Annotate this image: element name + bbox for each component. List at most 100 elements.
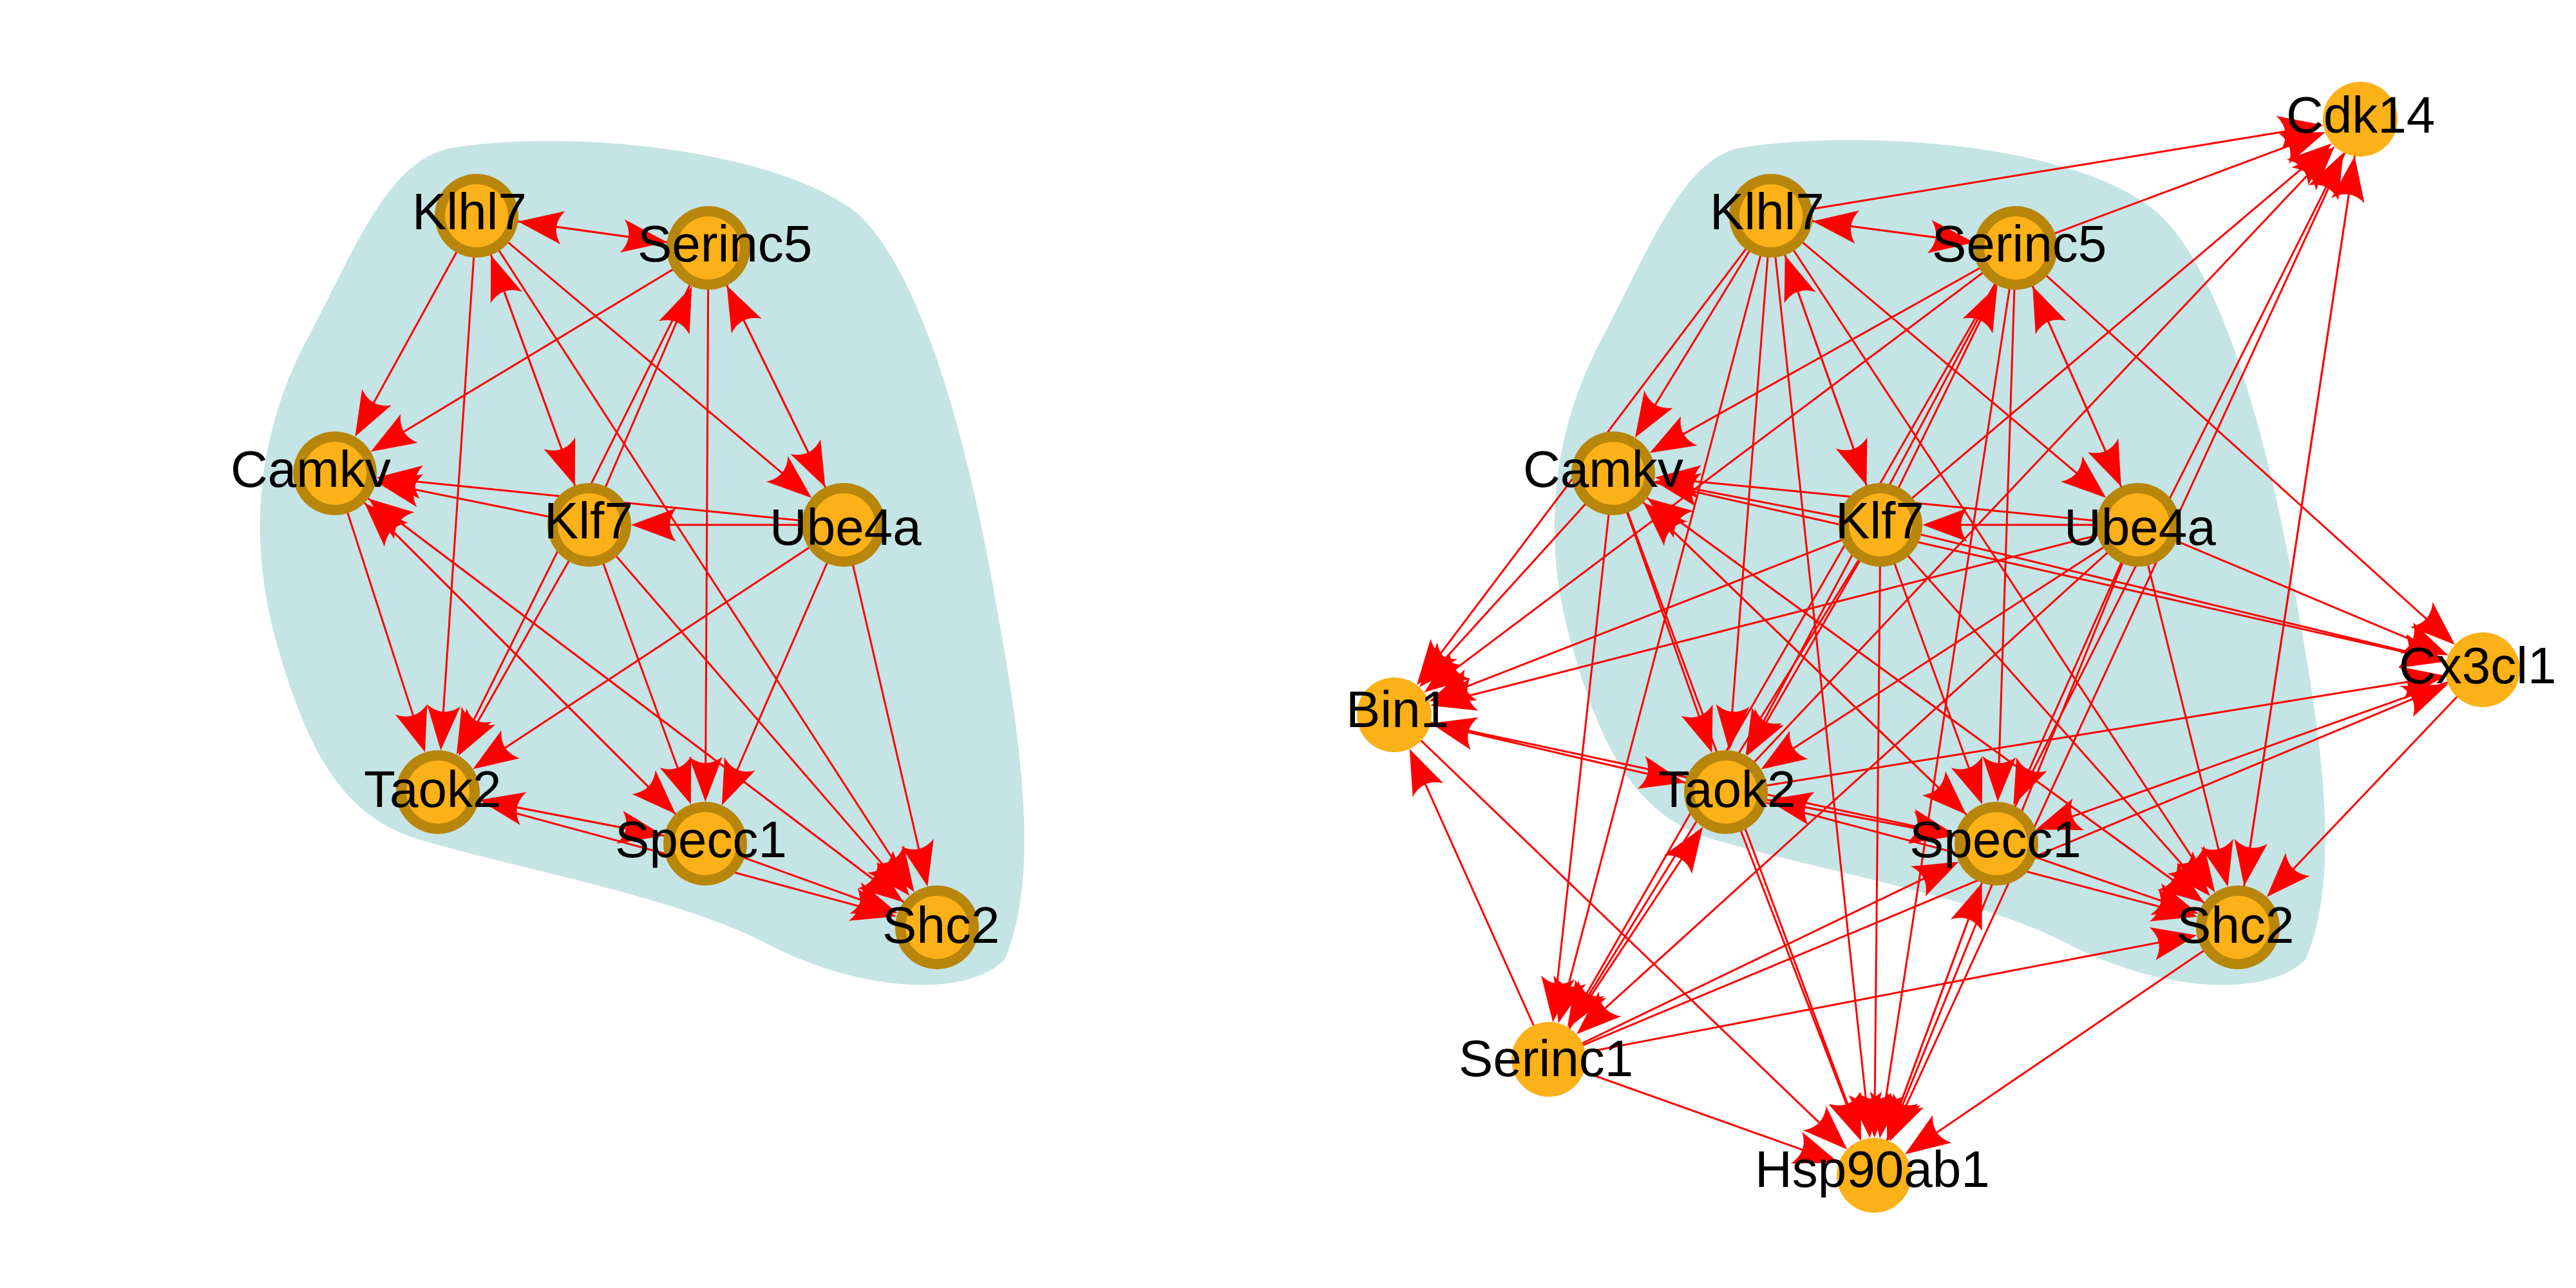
arrowhead-Cdk14-to-Shc2	[2234, 838, 2268, 886]
arrowhead-Shc2-to-Camkv	[368, 498, 415, 540]
node-label-shc2: Shc2	[882, 896, 999, 954]
right-network-panel: Klhl7 Serinc5 Camkv Klf7 Ube4a Taok2 Specc1 Shc…	[1346, 82, 2557, 1213]
node-label-bin1: Bin1	[1346, 681, 1449, 738]
edge-Klf7-to-Shc2	[588, 524, 894, 877]
edge-Serinc1-to-Bin1	[1419, 772, 1550, 1060]
edge-Klhl7-to-Cdk14	[1770, 128, 2298, 217]
node-label-klf7: Klf7	[544, 492, 633, 549]
node-label-camkv: Camkv	[231, 440, 391, 498]
node-taok2	[396, 750, 480, 834]
arrowhead-Ube4a-to-Serinc1	[1576, 991, 1622, 1035]
edge-Ube4a-to-Taok2	[1782, 524, 2139, 757]
arrowhead-Klhl7-to-Serinc5	[1927, 220, 1975, 254]
left-network-panel: Klhl7 Serinc5 Camkv Klf7 Ube4a Taok2 Specc1 Shc…	[231, 140, 1025, 985]
node-klf7	[547, 483, 631, 567]
arrowhead-Camkv-to-Bin1	[1419, 642, 1463, 688]
arrowhead-Klf7-to-Klhl7	[1784, 255, 1816, 303]
node-label-cx3cl1: Cx3cl1	[2399, 637, 2557, 694]
arrowhead-Shc2-to-Hsp90ab1	[1904, 1115, 1952, 1155]
node-serinc1	[1511, 1022, 1586, 1097]
edge-Camkv-to-Shc2	[1613, 472, 2184, 889]
edge-Camkv-to-Bin1	[1435, 472, 1615, 669]
node-klhl7	[1729, 174, 1813, 258]
arrowhead-Ube4a-to-Shc2	[2201, 838, 2233, 887]
arrowhead-Ube4a-to-Taok2	[473, 730, 520, 770]
arrowhead-Bin1-to-Specc1	[1908, 809, 1956, 842]
edge-Klf7-to-Cdk14	[1880, 159, 2313, 526]
arrowhead-Serinc5-to-Bin1	[1424, 652, 1470, 693]
arrowhead-Camkv-to-Taok2	[1681, 705, 1713, 753]
edge-Camkv-to-Serinc1	[1555, 473, 1615, 997]
edge-Serinc5-to-Camkv	[1671, 247, 2016, 442]
node-label-taok2: Taok2	[364, 761, 501, 818]
arrowhead-Klhl7-to-Klf7	[1835, 437, 1868, 486]
arrowhead-Hsp90ab1-to-Specc1	[1950, 882, 1982, 931]
node-ube4a	[2096, 483, 2180, 567]
node-label-specc1: Specc1	[615, 811, 787, 868]
edge-Serinc5-to-Cdk14	[2015, 140, 2302, 249]
edge-Ube4a-to-Taok2	[493, 524, 844, 756]
node-specc1	[663, 802, 747, 886]
arrowhead-Shc2-to-Cdk14	[2331, 156, 2365, 204]
edge-Klhl7-to-Hsp90ab1	[1770, 215, 1869, 1113]
arrowhead-Klhl7-to-Camkv	[1634, 390, 1673, 438]
arrowhead-Serinc1-to-Specc1	[1911, 862, 1959, 897]
edge-Serinc5-to-Serinc1	[1579, 247, 2017, 1005]
edge-Klf7-to-Hsp90ab1	[1873, 524, 1882, 1113]
arrowhead-Taok2-to-Specc1	[616, 810, 665, 844]
node-taok2	[1684, 750, 1768, 834]
edge-Taok2-to-Cdk14	[1725, 164, 2318, 793]
arrowhead-Serinc5-to-Klhl7	[1812, 210, 1860, 244]
node-label-hsp90ab1: Hsp90ab1	[1755, 1141, 1990, 1198]
arrowhead-Specc1-to-Shc2	[849, 882, 898, 914]
arrowhead-Klhl7-to-Taok2	[427, 704, 460, 751]
arrowhead-Ube4a-to-Klf7	[631, 508, 676, 542]
arrowhead-Camkv-to-Specc1	[1922, 771, 1967, 815]
arrowhead-Bin1-to-Hsp90ab1	[1803, 1106, 1848, 1150]
arrowhead-Serinc5-to-Ube4a	[790, 439, 826, 488]
arrowhead-Serinc5-to-Specc1	[688, 756, 723, 802]
node-klf7	[1839, 483, 1922, 567]
edge-Taok2-to-Shc2	[1725, 791, 2173, 911]
edge-Klhl7-to-Taok2	[441, 215, 478, 725]
arrowhead-Taok2-to-Cx3cl1	[2398, 666, 2446, 700]
arrowhead-Klhl7-to-Taok2	[1716, 704, 1750, 751]
edge-Klhl7-to-Taok2	[1730, 215, 1772, 725]
arrowhead-Ube4a-to-Serinc5	[2032, 286, 2067, 334]
arrowhead-Camkv-to-Taok2	[395, 704, 428, 753]
edge-Klf7-to-Specc1	[1879, 524, 1975, 781]
arrowhead-Cx3cl1-to-Specc1	[2036, 799, 2084, 831]
arrowhead-Serinc5-to-Camkv	[1649, 416, 1698, 453]
edge-Klf7-to-Specc1	[588, 524, 683, 781]
edge-Serinc1-to-Taok2	[1548, 848, 1690, 1060]
node-label-serinc5: Serinc5	[638, 215, 812, 272]
node-serinc5	[1974, 206, 2058, 290]
edge-Camkv-to-Cx3cl1	[1613, 472, 2421, 657]
edge-Cdk14-to-Shc2	[2247, 118, 2362, 861]
arrowhead-Klf7-to-Taok2	[459, 708, 496, 756]
arrowhead-Specc1-to-Taok2	[478, 792, 527, 826]
arrowhead-Serinc5-to-Cdk14	[2277, 132, 2325, 164]
arrowhead-Klf7-to-Shc2	[2167, 851, 2210, 896]
arrowhead-Specc1-to-Shc2	[2150, 883, 2199, 915]
edge-Taok2-to-Cx3cl1	[1725, 679, 2421, 793]
edge-Klf7-to-Shc2	[1879, 524, 2194, 878]
edge-group	[1393, 116, 2484, 1176]
edge-Klhl7-to-Serinc1	[1564, 215, 1772, 999]
arrowhead-Serinc1-to-Taok2	[1663, 827, 1703, 874]
node-label-klhl7: Klhl7	[412, 183, 527, 240]
arrowhead-Klhl7-to-Klf7	[544, 437, 576, 486]
arrowhead-Klf7-to-Specc1	[1951, 756, 1983, 804]
node-specc1	[1955, 802, 2038, 886]
edge-Serinc1-to-Shc2	[1548, 939, 2172, 1061]
arrowhead-Serinc5-to-Klhl7	[518, 211, 565, 245]
edge-Klhl7-to-Ube4a	[476, 214, 793, 482]
edge-Ube4a-to-Shc2	[842, 524, 923, 862]
edge-Serinc5-to-Bin1	[1444, 247, 2016, 678]
node-label-camkv: Camkv	[1523, 440, 1683, 498]
edge-Taok2-to-Shc2	[437, 791, 873, 911]
arrowhead-Klhl7-to-Ube4a	[766, 456, 812, 498]
edge-Ube4a-to-Specc1	[2023, 524, 2139, 782]
node-ube4a	[802, 483, 886, 567]
